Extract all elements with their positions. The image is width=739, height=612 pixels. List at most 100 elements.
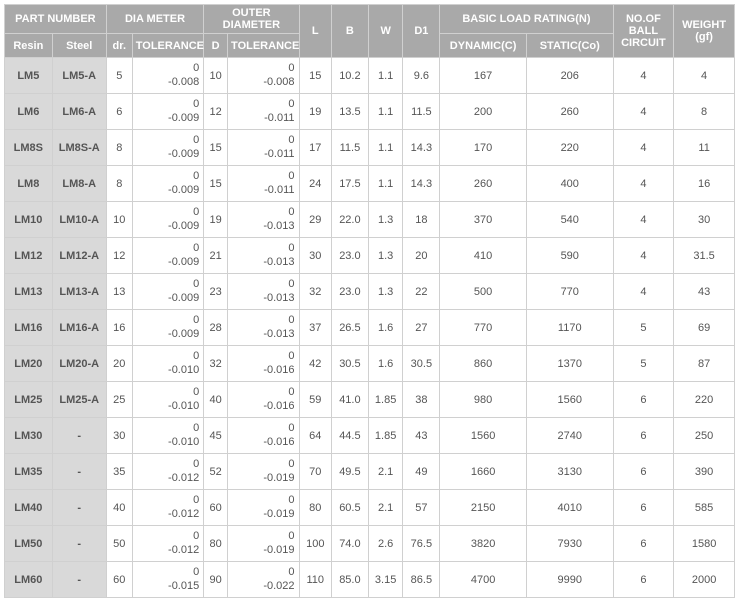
cell-d1: 14.3 [403, 130, 440, 166]
cell-steel: - [52, 454, 106, 490]
cell-tol2: 0-0.016 [228, 382, 299, 418]
cell-tol1: 0-0.012 [132, 490, 203, 526]
cell-stat: 260 [526, 94, 613, 130]
cell-tol1: 0-0.009 [132, 310, 203, 346]
cell-ball: 4 [613, 94, 674, 130]
cell-w: 1.1 [368, 58, 403, 94]
cell-d1: 43 [403, 418, 440, 454]
cell-ball: 4 [613, 202, 674, 238]
cell-stat: 2740 [526, 418, 613, 454]
cell-w: 1.6 [368, 310, 403, 346]
hdr-no-ball: NO.OF BALL CIRCUIT [613, 5, 674, 58]
cell-dr: 8 [106, 130, 132, 166]
cell-ball: 4 [613, 274, 674, 310]
cell-ball: 4 [613, 166, 674, 202]
table-header: PART NUMBER DIA METER OUTER DIAMETER L B… [5, 5, 735, 58]
table-row: LM25LM25-A250-0.010400-0.0165941.01.8538… [5, 382, 735, 418]
cell-stat: 1170 [526, 310, 613, 346]
cell-tol1: 0-0.015 [132, 562, 203, 598]
cell-tol1: 0-0.010 [132, 346, 203, 382]
cell-w: 3.15 [368, 562, 403, 598]
cell-l: 110 [299, 562, 331, 598]
cell-d1: 86.5 [403, 562, 440, 598]
cell-d: 12 [204, 94, 228, 130]
cell-l: 70 [299, 454, 331, 490]
cell-d1: 49 [403, 454, 440, 490]
cell-stat: 206 [526, 58, 613, 94]
cell-dr: 12 [106, 238, 132, 274]
cell-w: 1.3 [368, 202, 403, 238]
cell-d: 60 [204, 490, 228, 526]
cell-wt: 220 [674, 382, 735, 418]
cell-b: 10.2 [332, 58, 369, 94]
cell-resin: LM6 [5, 94, 53, 130]
cell-dyn: 980 [440, 382, 527, 418]
cell-l: 32 [299, 274, 331, 310]
cell-tol1: 0-0.009 [132, 166, 203, 202]
cell-d: 45 [204, 418, 228, 454]
cell-stat: 7930 [526, 526, 613, 562]
table-row: LM50-500-0.012800-0.01910074.02.676.5382… [5, 526, 735, 562]
cell-dr: 13 [106, 274, 132, 310]
cell-dyn: 370 [440, 202, 527, 238]
cell-tol1: 0-0.009 [132, 274, 203, 310]
table-row: LM8LM8-A80-0.009150-0.0112417.51.114.326… [5, 166, 735, 202]
cell-dr: 10 [106, 202, 132, 238]
hdr-dia-meter: DIA METER [106, 5, 203, 34]
cell-ball: 5 [613, 346, 674, 382]
cell-dr: 25 [106, 382, 132, 418]
hdr-resin: Resin [5, 34, 53, 58]
table-row: LM40-400-0.012600-0.0198060.52.157215040… [5, 490, 735, 526]
cell-steel: LM20-A [52, 346, 106, 382]
table-row: LM60-600-0.015900-0.02211085.03.1586.547… [5, 562, 735, 598]
table-row: LM20LM20-A200-0.010320-0.0164230.51.630.… [5, 346, 735, 382]
cell-ball: 4 [613, 130, 674, 166]
cell-w: 1.1 [368, 166, 403, 202]
cell-w: 1.3 [368, 238, 403, 274]
cell-dyn: 410 [440, 238, 527, 274]
hdr-w: W [368, 5, 403, 58]
cell-l: 30 [299, 238, 331, 274]
hdr-weight: WEIGHT (gf) [674, 5, 735, 58]
cell-stat: 3130 [526, 454, 613, 490]
cell-w: 1.3 [368, 274, 403, 310]
cell-steel: - [52, 490, 106, 526]
cell-b: 60.5 [332, 490, 369, 526]
cell-ball: 6 [613, 418, 674, 454]
cell-d: 90 [204, 562, 228, 598]
cell-steel: LM16-A [52, 310, 106, 346]
cell-d: 21 [204, 238, 228, 274]
cell-steel: LM6-A [52, 94, 106, 130]
hdr-outer-diameter: OUTER DIAMETER [204, 5, 299, 34]
cell-dr: 6 [106, 94, 132, 130]
cell-d: 19 [204, 202, 228, 238]
cell-dyn: 3820 [440, 526, 527, 562]
cell-d1: 38 [403, 382, 440, 418]
cell-steel: LM8S-A [52, 130, 106, 166]
cell-w: 1.6 [368, 346, 403, 382]
cell-tol1: 0-0.008 [132, 58, 203, 94]
cell-resin: LM60 [5, 562, 53, 598]
cell-dr: 8 [106, 166, 132, 202]
cell-steel: LM10-A [52, 202, 106, 238]
cell-b: 22.0 [332, 202, 369, 238]
cell-resin: LM20 [5, 346, 53, 382]
cell-dyn: 170 [440, 130, 527, 166]
cell-d: 15 [204, 166, 228, 202]
hdr-d1: D1 [403, 5, 440, 58]
cell-resin: LM16 [5, 310, 53, 346]
cell-resin: LM25 [5, 382, 53, 418]
cell-tol1: 0-0.012 [132, 454, 203, 490]
spec-table: PART NUMBER DIA METER OUTER DIAMETER L B… [4, 4, 735, 598]
cell-resin: LM35 [5, 454, 53, 490]
hdr-l: L [299, 5, 331, 58]
cell-d: 40 [204, 382, 228, 418]
cell-tol2: 0-0.016 [228, 418, 299, 454]
cell-stat: 220 [526, 130, 613, 166]
hdr-tol2: TOLERANCE [228, 34, 299, 58]
cell-resin: LM50 [5, 526, 53, 562]
cell-tol2: 0-0.013 [228, 274, 299, 310]
cell-l: 59 [299, 382, 331, 418]
cell-d1: 20 [403, 238, 440, 274]
cell-w: 2.1 [368, 454, 403, 490]
